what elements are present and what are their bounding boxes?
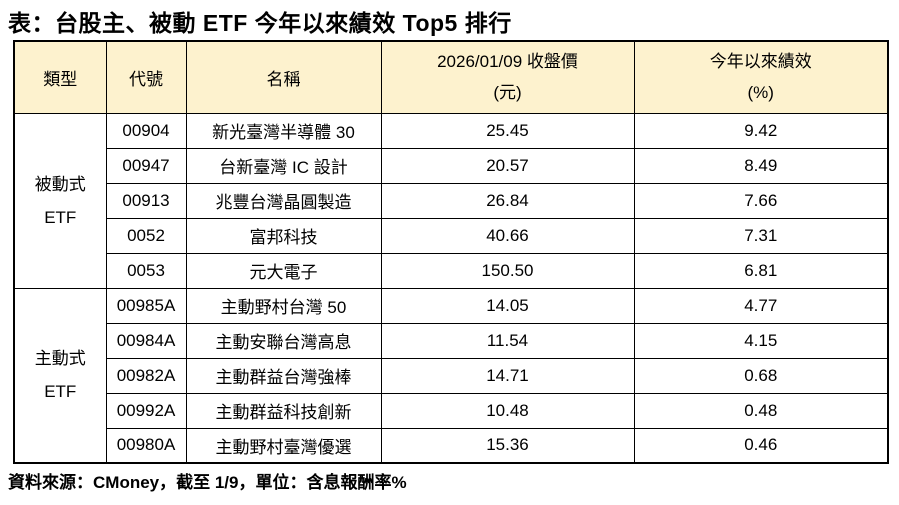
cell-code: 0052 <box>105 217 187 254</box>
cell-name: 主動野村台灣 50 <box>185 287 382 324</box>
cell-price: 15.36 <box>380 427 635 464</box>
cell-perf: 4.15 <box>633 322 889 359</box>
data-source-note: 資料來源：CMoney，截至 1/9，單位：含息報酬率% <box>8 473 407 492</box>
cell-name: 新光臺灣半導體 30 <box>185 112 382 149</box>
table-row: 00984A 主動安聯台灣高息 11.54 4.15 <box>14 322 889 359</box>
cell-price: 14.71 <box>380 357 635 394</box>
cell-name: 主動安聯台灣高息 <box>185 322 382 359</box>
table-header: 類型 代號 名稱 2026/01/09 收盤價 (元) 今年以來績效 (%) <box>13 40 889 114</box>
cell-price: 25.45 <box>380 112 635 149</box>
cell-code: 00947 <box>105 147 187 184</box>
cell-perf: 8.49 <box>633 147 889 184</box>
cell-price: 11.54 <box>380 322 635 359</box>
header-price: 2026/01/09 收盤價 (元) <box>380 40 635 114</box>
etf-performance-table: 類型 代號 名稱 2026/01/09 收盤價 (元) 今年以來績效 (%) 被… <box>13 40 889 464</box>
cell-price: 150.50 <box>380 252 635 289</box>
cell-price: 14.05 <box>380 287 635 324</box>
table-row: 00913 兆豐台灣晶圓製造 26.84 7.66 <box>14 182 889 219</box>
cell-code: 00980A <box>105 427 187 464</box>
cell-name: 元大電子 <box>185 252 382 289</box>
table-row: 主動式 ETF 00985A 主動野村台灣 50 14.05 4.77 <box>13 287 889 464</box>
cell-perf: 0.46 <box>633 427 889 464</box>
cell-code: 00982A <box>105 357 187 394</box>
table-row: 00980A 主動野村臺灣優選 15.36 0.46 <box>14 427 889 464</box>
cell-name: 主動野村臺灣優選 <box>185 427 382 464</box>
table-row: 0052 富邦科技 40.66 7.31 <box>14 217 889 254</box>
header-row: 類型 代號 名稱 2026/01/09 收盤價 (元) 今年以來績效 (%) <box>13 40 889 114</box>
cell-price: 26.84 <box>380 182 635 219</box>
cell-perf: 0.68 <box>633 357 889 394</box>
cell-price: 20.57 <box>380 147 635 184</box>
group-label-line1: 主動式 <box>34 349 86 369</box>
group-label-line1: 被動式 <box>34 174 86 194</box>
group-cell-passive-etf: 被動式 ETF <box>13 112 107 289</box>
table-row: 00947 台新臺灣 IC 設計 20.57 8.49 <box>14 147 889 184</box>
cell-code: 00984A <box>105 322 187 359</box>
table-row: 0053 元大電子 150.50 6.81 <box>14 252 889 289</box>
cell-perf: 7.31 <box>633 217 889 254</box>
cell-name: 台新臺灣 IC 設計 <box>185 147 382 184</box>
cell-perf: 0.48 <box>633 392 889 429</box>
cell-price: 10.48 <box>380 392 635 429</box>
cell-name: 兆豐台灣晶圓製造 <box>185 182 382 219</box>
cell-perf: 7.66 <box>633 182 889 219</box>
header-perf-line2: (%) <box>747 83 774 103</box>
header-perf: 今年以來績效 (%) <box>633 40 889 114</box>
cell-code: 00904 <box>105 112 187 149</box>
cell-perf: 6.81 <box>633 252 889 289</box>
cell-name: 主動群益科技創新 <box>185 392 382 429</box>
group-cell-active-etf: 主動式 ETF <box>13 287 107 464</box>
cell-price: 40.66 <box>380 217 635 254</box>
page-title: 表：台股主、被動 ETF 今年以來績效 Top5 排行 <box>8 10 512 36</box>
cell-name: 主動群益台灣強棒 <box>185 357 382 394</box>
cell-code: 0053 <box>105 252 187 289</box>
table-row: 被動式 ETF 00904 新光臺灣半導體 30 25.45 9.42 <box>13 112 889 289</box>
header-name: 名稱 <box>185 40 382 114</box>
table-row: 00982A 主動群益台灣強棒 14.71 0.68 <box>14 357 889 394</box>
header-type: 類型 <box>13 40 107 114</box>
cell-code: 00913 <box>105 182 187 219</box>
group-label-line2: ETF <box>44 207 77 227</box>
table-body: 被動式 ETF 00904 新光臺灣半導體 30 25.45 9.42 0094… <box>13 112 889 464</box>
cell-perf: 9.42 <box>633 112 889 149</box>
cell-name: 富邦科技 <box>185 217 382 254</box>
cell-code: 00992A <box>105 392 187 429</box>
header-code: 代號 <box>105 40 187 114</box>
cell-perf: 4.77 <box>633 287 889 324</box>
header-price-line2: (元) <box>493 83 522 103</box>
group-label-line2: ETF <box>44 382 77 402</box>
table-row: 00992A 主動群益科技創新 10.48 0.48 <box>14 392 889 429</box>
header-price-line1: 2026/01/09 收盤價 <box>437 52 578 72</box>
cell-code: 00985A <box>105 287 187 324</box>
header-perf-line1: 今年以來績效 <box>709 52 812 72</box>
